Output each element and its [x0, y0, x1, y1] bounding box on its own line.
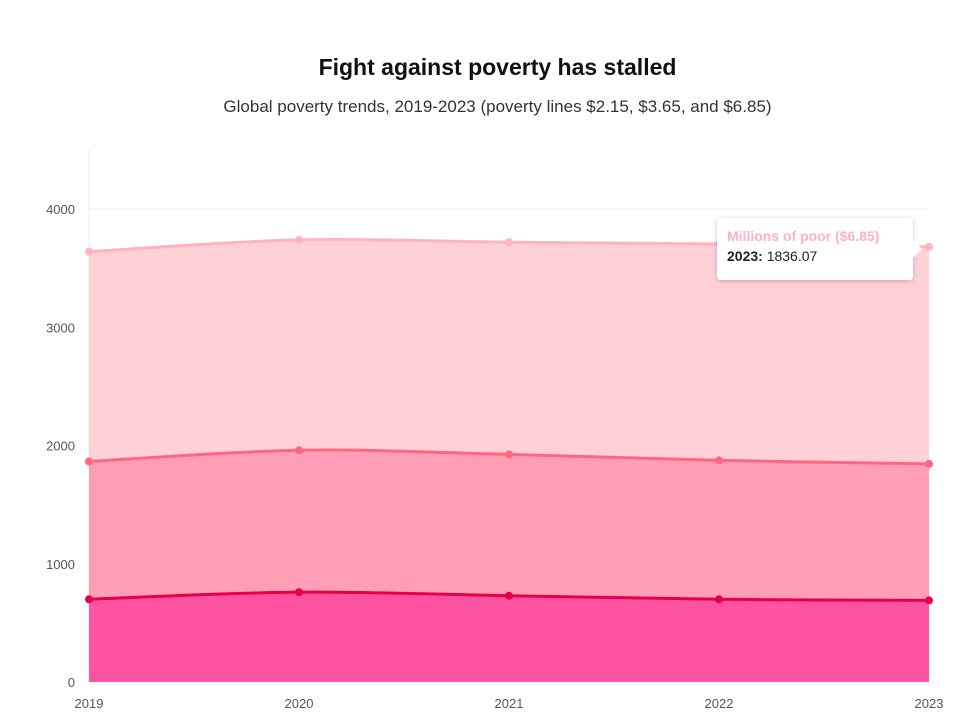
- data-point[interactable]: [295, 588, 303, 597]
- x-tick-label: 2021: [495, 696, 524, 711]
- data-point[interactable]: [295, 235, 303, 244]
- data-point[interactable]: [925, 242, 933, 251]
- x-tick-label: 2022: [705, 696, 734, 711]
- y-tick-label: 1000: [46, 557, 75, 572]
- y-tick-label: 3000: [46, 320, 75, 335]
- y-axis-ticks: 0 1000 2000 3000 4000: [46, 202, 75, 690]
- data-point[interactable]: [505, 591, 513, 600]
- tooltip: Millions of poor ($6.85) 2023: 1836.07: [717, 218, 922, 280]
- y-tick-label: 2000: [46, 439, 75, 454]
- y-tick-label: 0: [68, 675, 75, 690]
- chart-subtitle: Global poverty trends, 2019-2023 (povert…: [223, 97, 772, 116]
- data-point[interactable]: [715, 456, 723, 465]
- tooltip-series-name: Millions of poor ($6.85): [727, 228, 880, 244]
- x-axis-ticks: 2019 2020 2021 2022 2023: [75, 696, 944, 711]
- x-tick-label: 2020: [285, 696, 314, 711]
- data-point[interactable]: [925, 459, 933, 468]
- data-point[interactable]: [295, 446, 303, 455]
- series-area: [89, 592, 929, 682]
- tooltip-value: 1836.07: [766, 248, 818, 264]
- data-point[interactable]: [715, 595, 723, 604]
- y-tick-label: 4000: [46, 202, 75, 217]
- series-areas: [89, 239, 929, 682]
- data-point[interactable]: [85, 457, 93, 466]
- tooltip-value-row: 2023: 1836.07: [727, 248, 903, 264]
- data-point[interactable]: [505, 450, 513, 459]
- data-point[interactable]: [505, 238, 513, 247]
- data-point[interactable]: [85, 247, 93, 256]
- x-tick-label: 2019: [75, 696, 104, 711]
- data-point[interactable]: [85, 595, 93, 604]
- chart-title: Fight against poverty has stalled: [318, 54, 677, 80]
- tooltip-year: 2023:: [727, 248, 763, 264]
- data-point[interactable]: [925, 596, 933, 605]
- x-tick-label: 2023: [915, 696, 944, 711]
